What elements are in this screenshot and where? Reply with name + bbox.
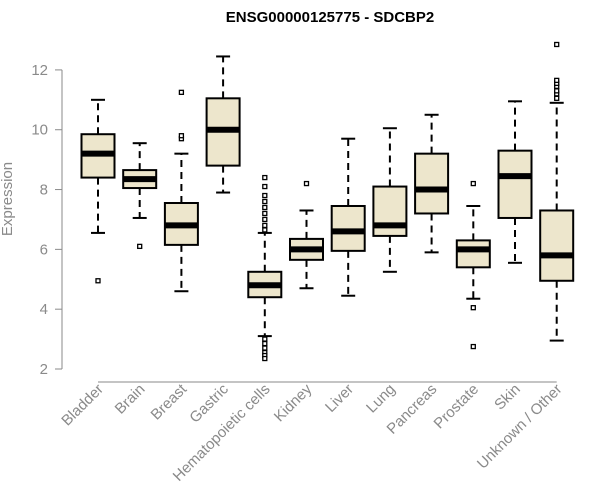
- y-axis-label: Expression: [0, 162, 16, 236]
- outlier-point: [303, 180, 310, 187]
- box-hematopoietic-cells: [247, 174, 283, 362]
- iqr-box: [414, 152, 450, 215]
- outlier-point: [554, 77, 560, 84]
- x-category-label: Prostate: [431, 381, 483, 433]
- outlier-point: [554, 88, 560, 94]
- y-tick-label: 12: [31, 62, 48, 79]
- y-tick-label: 2: [40, 361, 48, 378]
- axis-layer: 2 4 6 8 10 12: [31, 62, 557, 383]
- outlier-point: [470, 180, 476, 187]
- outlier-point: [262, 227, 268, 233]
- box-pancreas: [414, 113, 450, 254]
- outlier-point: [178, 89, 185, 95]
- box-unknown-other: [539, 41, 575, 342]
- x-category-label: Bladder: [58, 381, 107, 430]
- outlier-point: [262, 340, 268, 347]
- iqr-box: [372, 185, 408, 237]
- outlier-point: [262, 336, 268, 342]
- box-breast: [163, 89, 199, 293]
- outlier-point: [262, 174, 268, 181]
- y-tick-label: 8: [40, 182, 48, 199]
- outlier-point: [470, 343, 476, 350]
- x-category-label: Lung: [363, 381, 399, 417]
- y-tick-label: 6: [40, 241, 48, 258]
- x-category-label: Liver: [322, 381, 357, 416]
- outlier-point: [262, 198, 268, 205]
- outlier-point: [137, 243, 143, 250]
- box-kidney: [289, 180, 324, 290]
- outlier-point: [554, 41, 560, 48]
- outlier-point: [262, 183, 268, 190]
- box-liver: [330, 137, 366, 297]
- iqr-box: [497, 149, 533, 219]
- box-skin: [497, 100, 533, 264]
- outlier-point: [178, 133, 185, 139]
- x-category-label: Breast: [148, 380, 191, 423]
- outlier-point: [262, 355, 268, 362]
- outlier-point: [470, 305, 476, 311]
- chart-title: ENSG00000125775 - SDCBP2: [226, 9, 434, 26]
- outlier-point: [262, 345, 268, 351]
- box-lung: [372, 127, 408, 273]
- outlier-point: [262, 210, 268, 217]
- box-layer: [80, 41, 575, 362]
- box-bladder: [80, 98, 116, 284]
- outlier-point: [262, 204, 268, 211]
- x-category-label: Skin: [491, 381, 524, 414]
- outlier-point: [262, 216, 268, 223]
- box-gastric: [205, 55, 241, 194]
- outlier-point: [262, 222, 268, 229]
- outlier-point: [554, 95, 560, 101]
- x-category-label: Brain: [112, 381, 149, 418]
- outlier-point: [95, 278, 101, 284]
- x-category-label: Kidney: [271, 380, 316, 425]
- box-brain: [122, 142, 158, 250]
- y-tick-label: 10: [31, 122, 48, 139]
- iqr-box: [539, 209, 575, 282]
- y-tick-label: 4: [40, 301, 48, 318]
- iqr-box: [455, 239, 491, 269]
- box-prostate: [455, 180, 491, 350]
- outlier-point: [262, 192, 268, 199]
